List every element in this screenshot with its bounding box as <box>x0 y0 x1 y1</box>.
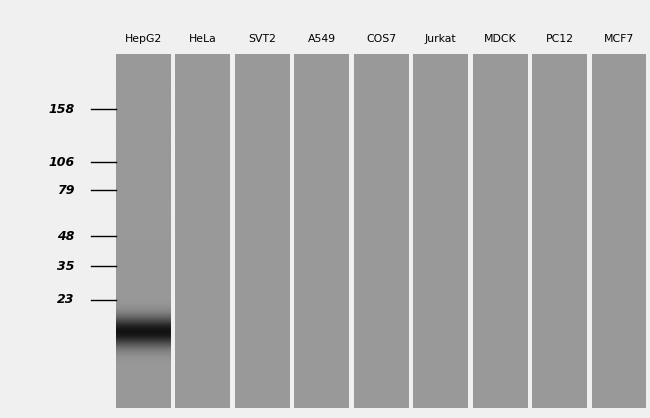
Text: PC12: PC12 <box>545 34 573 44</box>
Text: HepG2: HepG2 <box>125 34 162 44</box>
Bar <box>235 54 290 408</box>
Text: 48: 48 <box>57 230 75 243</box>
Text: HeLa: HeLa <box>189 34 217 44</box>
Text: MCF7: MCF7 <box>604 34 634 44</box>
Text: MDCK: MDCK <box>484 34 516 44</box>
Text: COS7: COS7 <box>366 34 396 44</box>
Text: 23: 23 <box>57 293 75 306</box>
Text: 106: 106 <box>49 155 75 168</box>
Bar <box>413 54 468 408</box>
Text: SVT2: SVT2 <box>248 34 276 44</box>
Bar <box>294 54 349 408</box>
Text: A549: A549 <box>307 34 336 44</box>
Bar <box>116 54 171 408</box>
Bar <box>354 54 409 408</box>
Text: 35: 35 <box>57 260 75 273</box>
Text: 79: 79 <box>57 184 75 197</box>
Bar <box>473 54 528 408</box>
Bar <box>176 54 230 408</box>
Text: 158: 158 <box>49 102 75 116</box>
Text: Jurkat: Jurkat <box>425 34 456 44</box>
Bar <box>532 54 587 408</box>
Bar <box>592 54 646 408</box>
